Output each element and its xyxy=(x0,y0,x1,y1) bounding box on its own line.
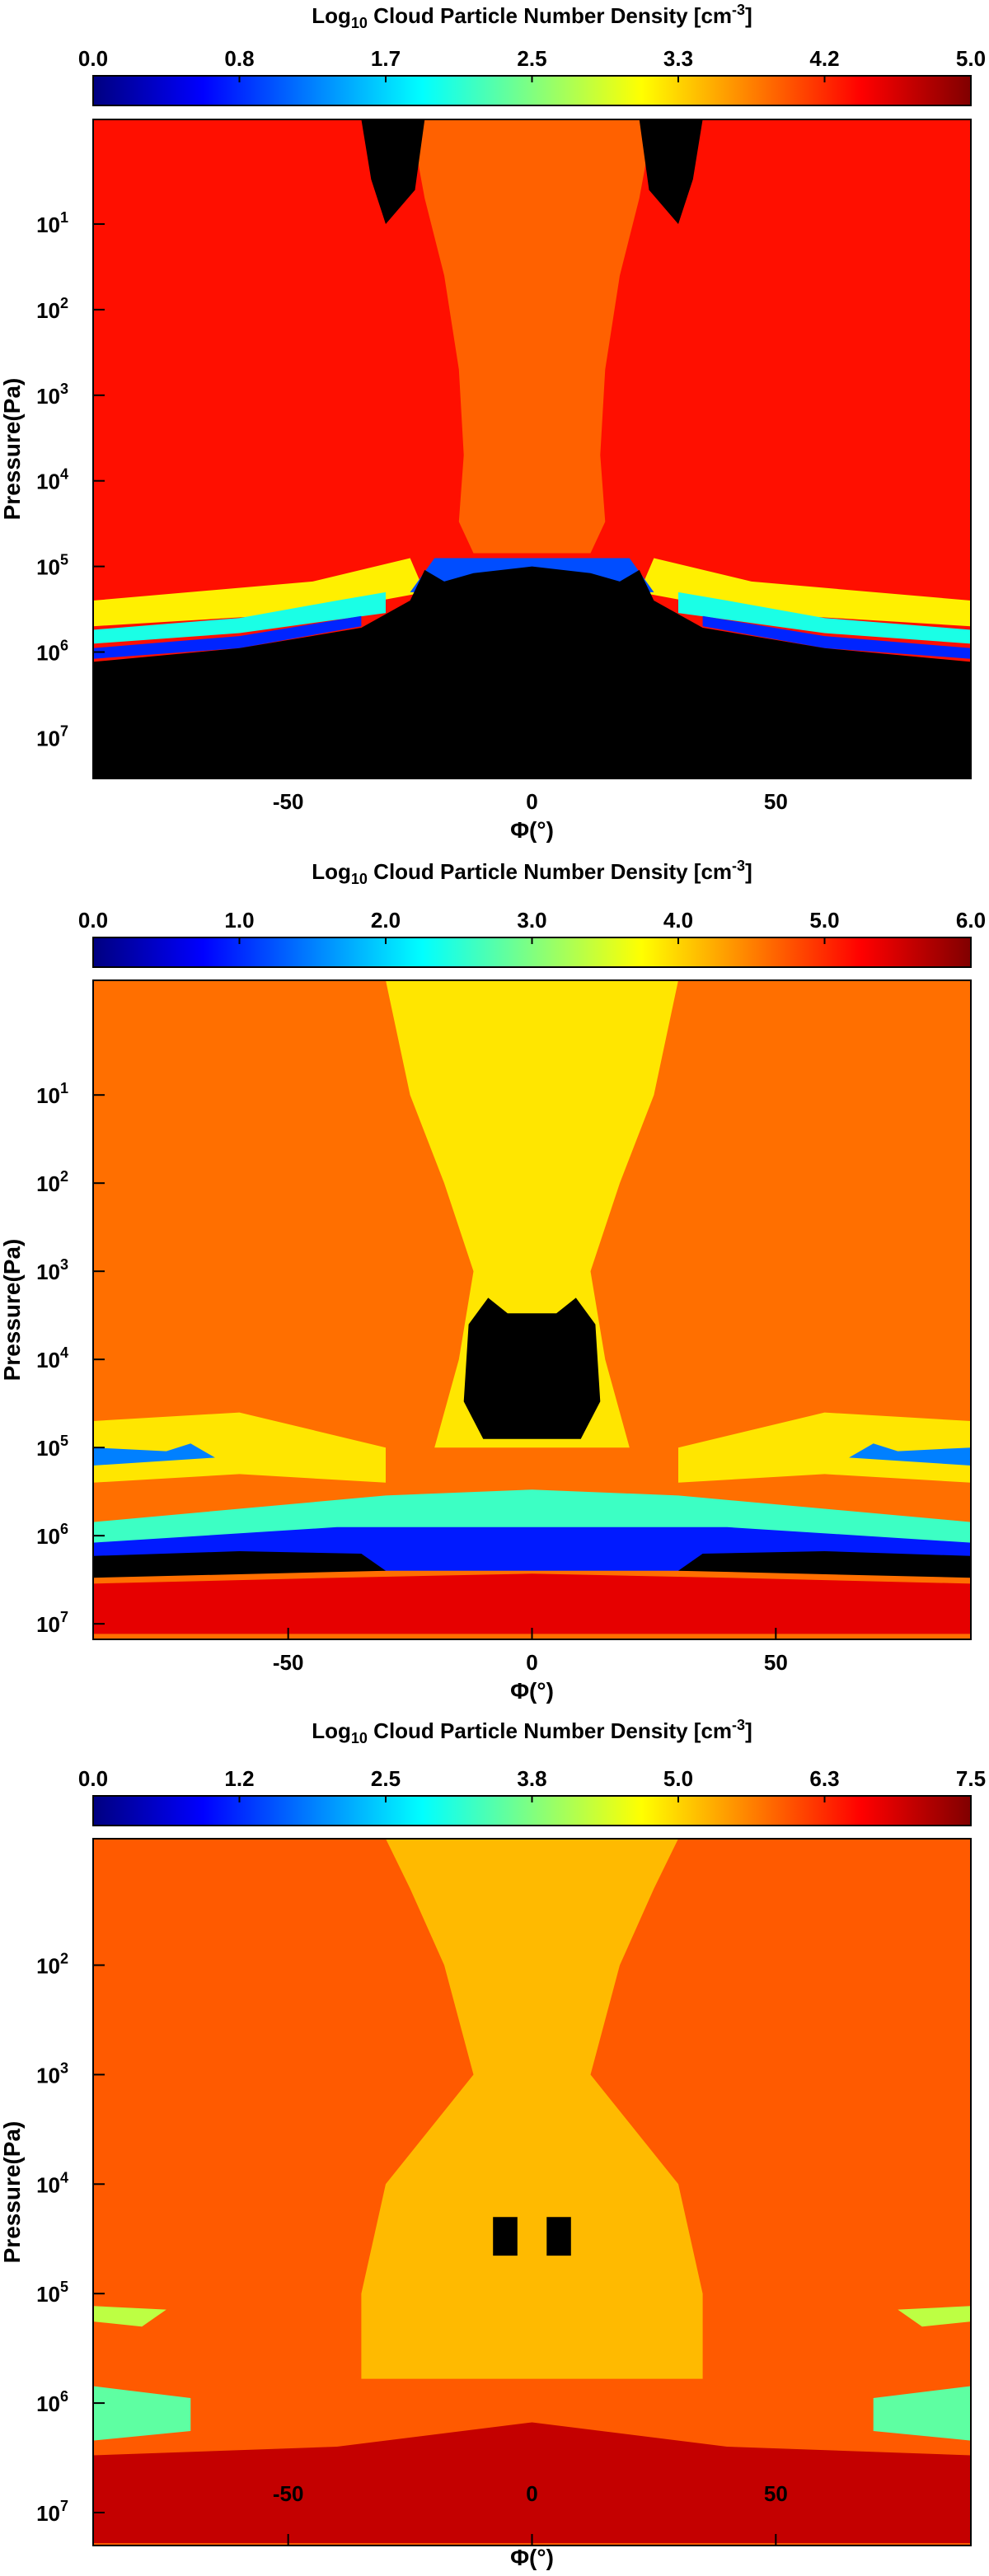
heatmap-region xyxy=(639,119,703,224)
y-axis-label: Pressure(Pa) xyxy=(0,1239,25,1382)
chart-panel-2: Log10 Cloud Particle Number Density [cm-… xyxy=(0,858,986,1704)
colorbar-tick-label: 2.5 xyxy=(517,46,546,71)
colorbar-title: Log10 Cloud Particle Number Density [cm-… xyxy=(312,2,752,31)
heatmap-region xyxy=(639,558,971,627)
heatmap-region xyxy=(93,2386,191,2441)
x-tick-label: -50 xyxy=(273,1650,304,1675)
colorbar-tick-label: 4.2 xyxy=(809,46,839,71)
colorbar-title: Log10 Cloud Particle Number Density [cm-… xyxy=(312,858,752,887)
heatmap-region xyxy=(493,2217,518,2256)
heatmap-region xyxy=(93,2306,166,2327)
y-tick-label: 107 xyxy=(36,722,68,750)
x-tick-label: 50 xyxy=(764,1650,788,1675)
colorbar-tick-label: 6.0 xyxy=(956,908,986,933)
heatmap-region xyxy=(361,1839,703,2379)
x-tick-label: 0 xyxy=(526,1650,537,1675)
colorbar-tick-label: 0.0 xyxy=(78,908,108,933)
chart-panel-1: Log10 Cloud Particle Number Density [cm-… xyxy=(0,2,986,843)
heatmap-region xyxy=(93,2422,971,2543)
y-tick-label: 102 xyxy=(36,1168,68,1196)
colorbar-title: Log10 Cloud Particle Number Density [cm-… xyxy=(312,1717,752,1746)
heatmap-region xyxy=(386,980,678,1448)
heatmap-field xyxy=(93,1839,971,2546)
x-tick-label: 0 xyxy=(526,2481,537,2506)
heatmap-region xyxy=(463,1297,601,1439)
y-tick-label: 105 xyxy=(36,1433,68,1461)
y-tick-label: 105 xyxy=(36,552,68,580)
x-tick-label: 0 xyxy=(526,789,537,814)
colorbar-tick-label: 3.8 xyxy=(517,1766,546,1791)
colorbar-tick-label: 2.5 xyxy=(371,1766,401,1791)
colorbar-tick-label: 2.0 xyxy=(371,908,401,933)
colorbar-tick-label: 1.0 xyxy=(224,908,254,933)
y-tick-label: 107 xyxy=(36,1609,68,1637)
colorbar-tick-label: 1.2 xyxy=(224,1766,254,1791)
colorbar-tick-label: 0.0 xyxy=(78,1766,108,1791)
heatmap-region xyxy=(93,1551,386,1578)
x-axis-label: Φ(°) xyxy=(510,2545,554,2570)
y-axis-label: Pressure(Pa) xyxy=(0,2121,25,2264)
y-tick-label: 106 xyxy=(36,1521,68,1549)
heatmap-region xyxy=(678,1412,971,1483)
y-tick-label: 103 xyxy=(36,2059,68,2087)
y-tick-label: 105 xyxy=(36,2279,68,2307)
x-tick-label: -50 xyxy=(273,789,304,814)
y-axis-label: Pressure(Pa) xyxy=(0,378,25,521)
colorbar-tick-label: 5.0 xyxy=(809,908,839,933)
x-tick-label: 50 xyxy=(764,789,788,814)
y-tick-label: 101 xyxy=(36,209,68,237)
heatmap-region xyxy=(93,615,362,659)
heatmap-region xyxy=(93,1573,971,1634)
heatmap-region xyxy=(849,1443,971,1466)
heatmap-region xyxy=(361,119,425,224)
colorbar-tick-label: 3.3 xyxy=(663,46,693,71)
heatmap-region xyxy=(93,566,971,778)
heatmap-region xyxy=(898,2306,971,2327)
colorbar-tick-label: 3.0 xyxy=(517,908,546,933)
heatmap-region xyxy=(546,2217,571,2256)
y-tick-label: 106 xyxy=(36,638,68,666)
heatmap-region xyxy=(93,1443,215,1466)
colorbar-tick-label: 1.7 xyxy=(371,46,401,71)
y-tick-label: 102 xyxy=(36,1950,68,1978)
y-tick-label: 107 xyxy=(36,2498,68,2526)
y-tick-label: 103 xyxy=(36,381,68,409)
heatmap-region xyxy=(93,591,386,644)
heatmap-region xyxy=(93,1412,386,1483)
heatmap-field xyxy=(93,980,971,1639)
colorbar-tick-label: 5.0 xyxy=(956,46,986,71)
y-tick-label: 104 xyxy=(36,466,68,494)
colorbar-tick-label: 5.0 xyxy=(663,1766,693,1791)
x-tick-label: -50 xyxy=(273,2481,304,2506)
heatmap-region xyxy=(678,1551,971,1578)
colorbar-tick-label: 7.5 xyxy=(956,1766,986,1791)
heatmap-region xyxy=(410,119,654,554)
y-tick-label: 104 xyxy=(36,2169,68,2197)
colorbar-tick-label: 0.8 xyxy=(224,46,254,71)
y-tick-label: 104 xyxy=(36,1344,68,1372)
colorbar-tick-label: 4.0 xyxy=(663,908,693,933)
heatmap-region xyxy=(93,558,425,627)
heatmap-region xyxy=(873,2386,971,2441)
x-axis-label: Φ(°) xyxy=(510,817,554,843)
y-tick-label: 101 xyxy=(36,1080,68,1108)
y-tick-label: 103 xyxy=(36,1256,68,1284)
heatmap-field xyxy=(93,119,971,778)
x-axis-label: Φ(°) xyxy=(510,1678,554,1704)
colorbar-tick-label: 0.0 xyxy=(78,46,108,71)
y-tick-label: 106 xyxy=(36,2388,68,2416)
chart-panel-3: Log10 Cloud Particle Number Density [cm-… xyxy=(0,1717,986,2570)
heatmap-region xyxy=(678,591,971,644)
heatmap-region xyxy=(702,615,971,659)
colorbar-tick-label: 6.3 xyxy=(809,1766,839,1791)
x-tick-label: 50 xyxy=(764,2481,788,2506)
y-tick-label: 102 xyxy=(36,295,68,323)
